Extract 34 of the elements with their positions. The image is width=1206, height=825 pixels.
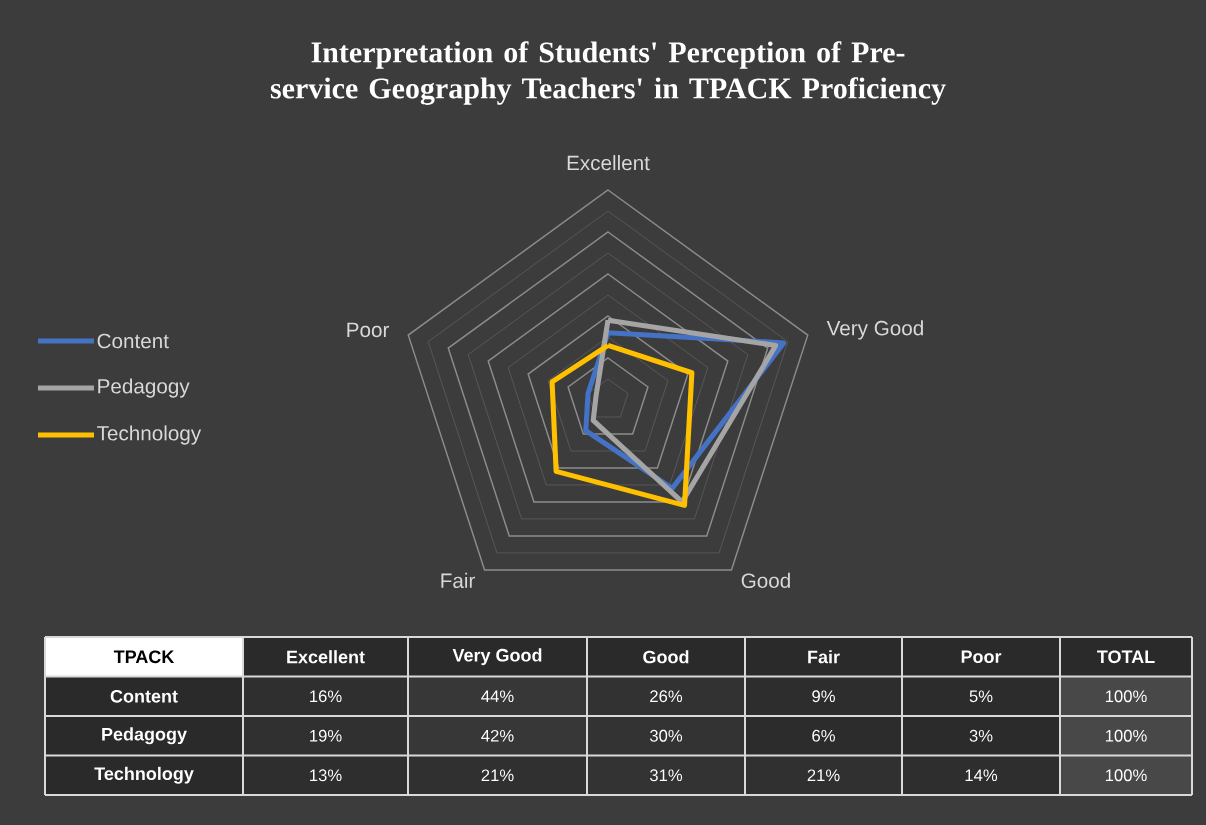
data-label: 42% bbox=[481, 729, 514, 742]
data-label: 14% bbox=[965, 769, 998, 782]
y-tick-label: Technology bbox=[94, 766, 194, 784]
data-label: 31% bbox=[649, 769, 683, 782]
x-tick-label: TOTAL bbox=[1097, 650, 1155, 664]
data-label: 19% bbox=[310, 729, 342, 742]
data-label: 5% bbox=[969, 690, 993, 703]
x-tick-label: Very Good bbox=[452, 648, 542, 666]
spoke-label: Good bbox=[741, 572, 790, 589]
y-axis-title: TPACK bbox=[113, 650, 175, 664]
data-label: 44% bbox=[481, 690, 514, 703]
spoke-label: Fair bbox=[441, 572, 475, 589]
data-label: 21% bbox=[807, 769, 840, 782]
spoke-label: Poor bbox=[347, 322, 390, 338]
data-label: 21% bbox=[481, 769, 514, 782]
x-tick-label: Excellent bbox=[287, 650, 365, 664]
data-label: 16% bbox=[310, 690, 342, 703]
data-label: 100% bbox=[1105, 690, 1147, 703]
x-tick-label: Poor bbox=[961, 650, 1002, 664]
data-label: 3% bbox=[969, 729, 993, 742]
data-label: 26% bbox=[650, 690, 683, 703]
data-label: 100% bbox=[1105, 729, 1147, 742]
chart-title: Interpretation of Students' Perception of Pre-service Geography Teachers' in TPACK Proficiency bbox=[270, 41, 946, 105]
spoke-label: Very Good bbox=[826, 320, 923, 340]
data-label: 9% bbox=[812, 690, 835, 703]
y-tick-label: Content bbox=[110, 689, 178, 703]
x-tick-label: Fair bbox=[808, 650, 840, 664]
spoke-label: Excellent bbox=[567, 155, 650, 171]
data-label: 6% bbox=[812, 729, 835, 742]
x-tick-label: Good bbox=[643, 650, 689, 664]
data-label: 13% bbox=[310, 769, 342, 782]
y-tick-label: Pedagogy bbox=[102, 727, 187, 745]
data-label: 100% bbox=[1105, 769, 1147, 782]
data-label: 30% bbox=[649, 729, 683, 742]
